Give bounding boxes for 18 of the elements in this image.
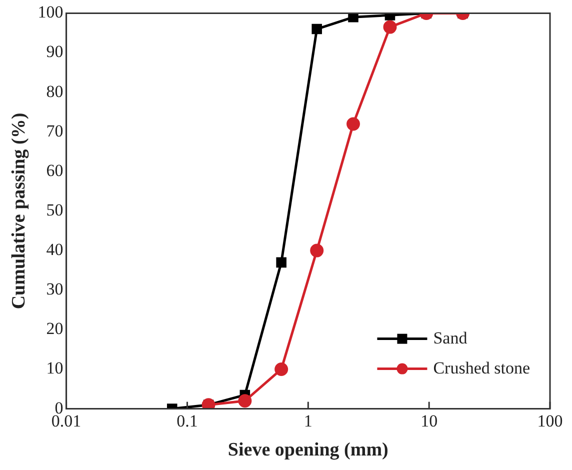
- y-tick-label: 80: [46, 82, 64, 101]
- y-tick-label: 70: [46, 121, 64, 140]
- y-tick-label: 60: [46, 160, 64, 180]
- x-axis-title: Sieve opening (mm): [228, 440, 388, 461]
- x-tick-label: 1: [304, 411, 312, 430]
- y-tick-label: 10: [46, 358, 64, 378]
- x-tick-label: 100: [537, 411, 563, 430]
- y-axis-title: Cumulative passing (%): [8, 112, 30, 310]
- y-tick-label: 100: [38, 2, 64, 22]
- y-tick-label: 90: [46, 42, 64, 62]
- y-tick-label: 30: [46, 280, 64, 299]
- y-tick-label: 40: [46, 240, 64, 260]
- x-tick-label: 0.1: [176, 411, 198, 430]
- y-tick-label: 20: [46, 319, 64, 338]
- legend-label: Sand: [433, 328, 468, 348]
- y-tick-label: 50: [46, 200, 64, 220]
- legend-label: Crushed stone: [433, 358, 530, 378]
- x-tick-label: 10: [420, 411, 438, 430]
